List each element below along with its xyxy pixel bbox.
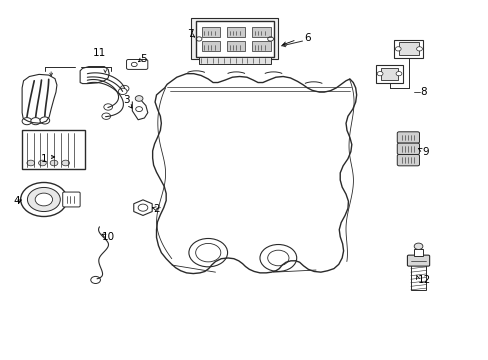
Text: 1: 1 <box>41 154 47 164</box>
Text: 4: 4 <box>13 196 20 206</box>
Bar <box>252 41 270 51</box>
Bar <box>202 41 220 51</box>
Polygon shape <box>134 200 152 215</box>
Circle shape <box>40 117 50 124</box>
Text: 11: 11 <box>93 48 106 58</box>
Circle shape <box>31 118 41 125</box>
Circle shape <box>27 188 60 212</box>
FancyBboxPatch shape <box>396 154 419 166</box>
Circle shape <box>135 96 142 101</box>
Text: 12: 12 <box>417 275 430 285</box>
Circle shape <box>103 104 112 110</box>
Text: 8: 8 <box>419 87 426 97</box>
Circle shape <box>39 160 46 166</box>
Text: 5: 5 <box>141 54 147 64</box>
Circle shape <box>35 193 53 206</box>
Text: 6: 6 <box>304 33 310 43</box>
Bar <box>410 265 426 290</box>
Text: 7: 7 <box>186 29 193 39</box>
Bar <box>380 68 397 80</box>
Bar <box>393 40 423 58</box>
Text: 10: 10 <box>102 233 115 242</box>
FancyBboxPatch shape <box>62 192 80 207</box>
Bar <box>196 21 273 57</box>
Bar <box>398 42 418 55</box>
Circle shape <box>395 72 401 76</box>
Circle shape <box>413 243 422 249</box>
Bar <box>413 249 423 256</box>
Bar <box>202 27 220 37</box>
Bar <box>191 18 278 59</box>
Circle shape <box>50 160 58 166</box>
Circle shape <box>61 160 69 166</box>
Bar <box>226 41 245 51</box>
Circle shape <box>376 72 382 76</box>
Text: 2: 2 <box>153 204 160 214</box>
Bar <box>226 27 245 37</box>
Circle shape <box>20 183 67 216</box>
FancyBboxPatch shape <box>396 143 419 154</box>
Bar <box>252 27 270 37</box>
Circle shape <box>120 85 129 92</box>
Circle shape <box>118 88 127 95</box>
FancyBboxPatch shape <box>126 59 147 69</box>
Text: 9: 9 <box>422 147 428 157</box>
Bar <box>198 57 270 64</box>
Bar <box>375 65 402 82</box>
FancyBboxPatch shape <box>407 255 429 266</box>
Circle shape <box>22 118 32 125</box>
Circle shape <box>102 113 110 120</box>
Circle shape <box>416 47 422 51</box>
Circle shape <box>394 47 400 51</box>
FancyBboxPatch shape <box>396 132 419 143</box>
Text: 3: 3 <box>122 95 129 105</box>
Bar <box>22 130 85 169</box>
Circle shape <box>27 160 35 166</box>
